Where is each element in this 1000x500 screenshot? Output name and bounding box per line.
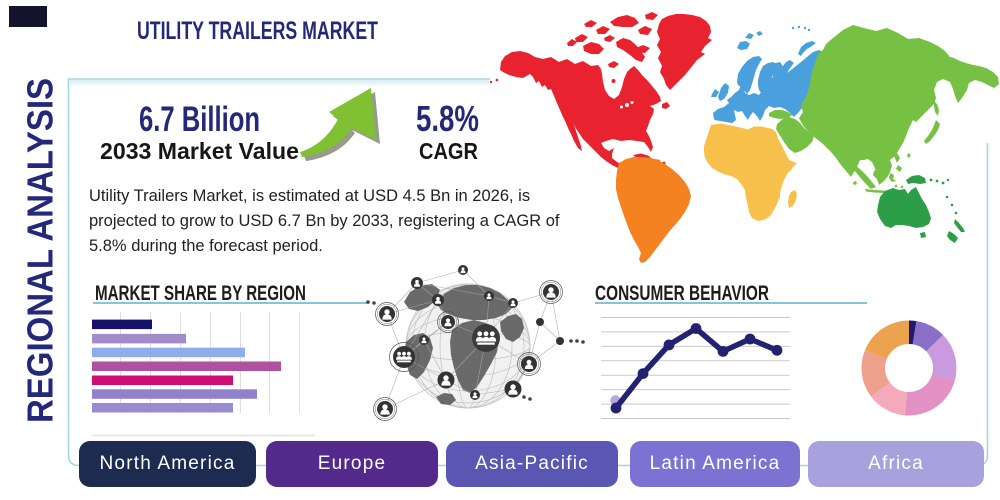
svg-text:CONSUMER BEHAVIOR: CONSUMER BEHAVIOR — [595, 282, 769, 305]
svg-text:MARKET SHARE BY REGION: MARKET SHARE BY REGION — [95, 282, 306, 305]
svg-text:UTILITY TRAILERS MARKET: UTILITY TRAILERS MARKET — [137, 17, 378, 45]
svg-text:CAGR: CAGR — [419, 138, 478, 164]
svg-text:2033 Market Value: 2033 Market Value — [100, 138, 299, 164]
svg-text:5.8%: 5.8% — [416, 98, 479, 139]
svg-text:6.7 Billion: 6.7 Billion — [139, 100, 260, 139]
svg-text:REGIONAL ANALYSIS: REGIONAL ANALYSIS — [20, 78, 61, 423]
